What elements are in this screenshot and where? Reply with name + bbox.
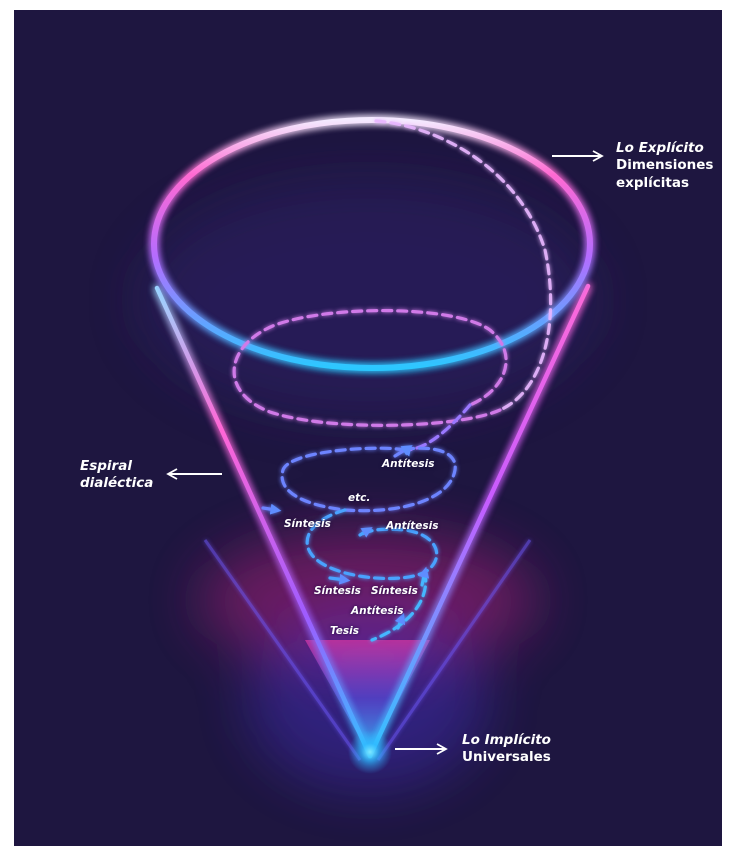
label-sintesis-low-right: Síntesis (371, 585, 418, 597)
ambient-glow (138, 180, 598, 790)
spiral-label: Espiral dialéctica (80, 458, 153, 493)
pointer-arrows (166, 150, 604, 755)
label-sintesis-left: Síntesis (284, 518, 331, 530)
spiral-arrow-1 (393, 445, 413, 458)
implicit-line1: Universales (462, 749, 551, 766)
spiral-line1: Espiral (80, 458, 132, 474)
implicit-label: Lo Implícito Universales (462, 732, 551, 767)
spiral-loop-large (232, 309, 508, 427)
label-antitesis-mid: Antítesis (386, 520, 439, 532)
spiral-arrow-3 (358, 527, 373, 538)
cone-rim (151, 117, 593, 371)
spiral-loop-inner (370, 570, 428, 642)
explicit-line2: explícitas (616, 174, 690, 191)
label-etc: etc. (348, 492, 371, 504)
spiral-arrow-5 (418, 566, 430, 587)
cone-sides (154, 283, 591, 759)
explicit-title: Lo Explícito (616, 140, 704, 156)
label-antitesis-top: Antítesis (382, 458, 435, 470)
dialectic-spiral (232, 119, 553, 642)
spiral-arrow-6 (394, 612, 406, 630)
spiral-segment-top (374, 119, 553, 412)
explicit-label: Lo Explícito Dimensiones explícitas (616, 140, 713, 192)
cone-bottom-fill (305, 640, 430, 756)
spiral-arrow-4 (328, 573, 351, 585)
explicit-line1: Dimensiones (616, 157, 714, 174)
spiral-line2: dialéctica (80, 475, 154, 492)
diagonal-rays (203, 539, 532, 761)
cone-tip-glow (348, 730, 392, 774)
label-tesis: Tesis (330, 625, 360, 637)
implicit-title: Lo Implícito (462, 732, 551, 748)
label-sintesis-low-left: Síntesis (314, 585, 361, 597)
spiral-arrow-2 (261, 503, 282, 515)
label-antitesis-low: Antítesis (351, 605, 404, 617)
